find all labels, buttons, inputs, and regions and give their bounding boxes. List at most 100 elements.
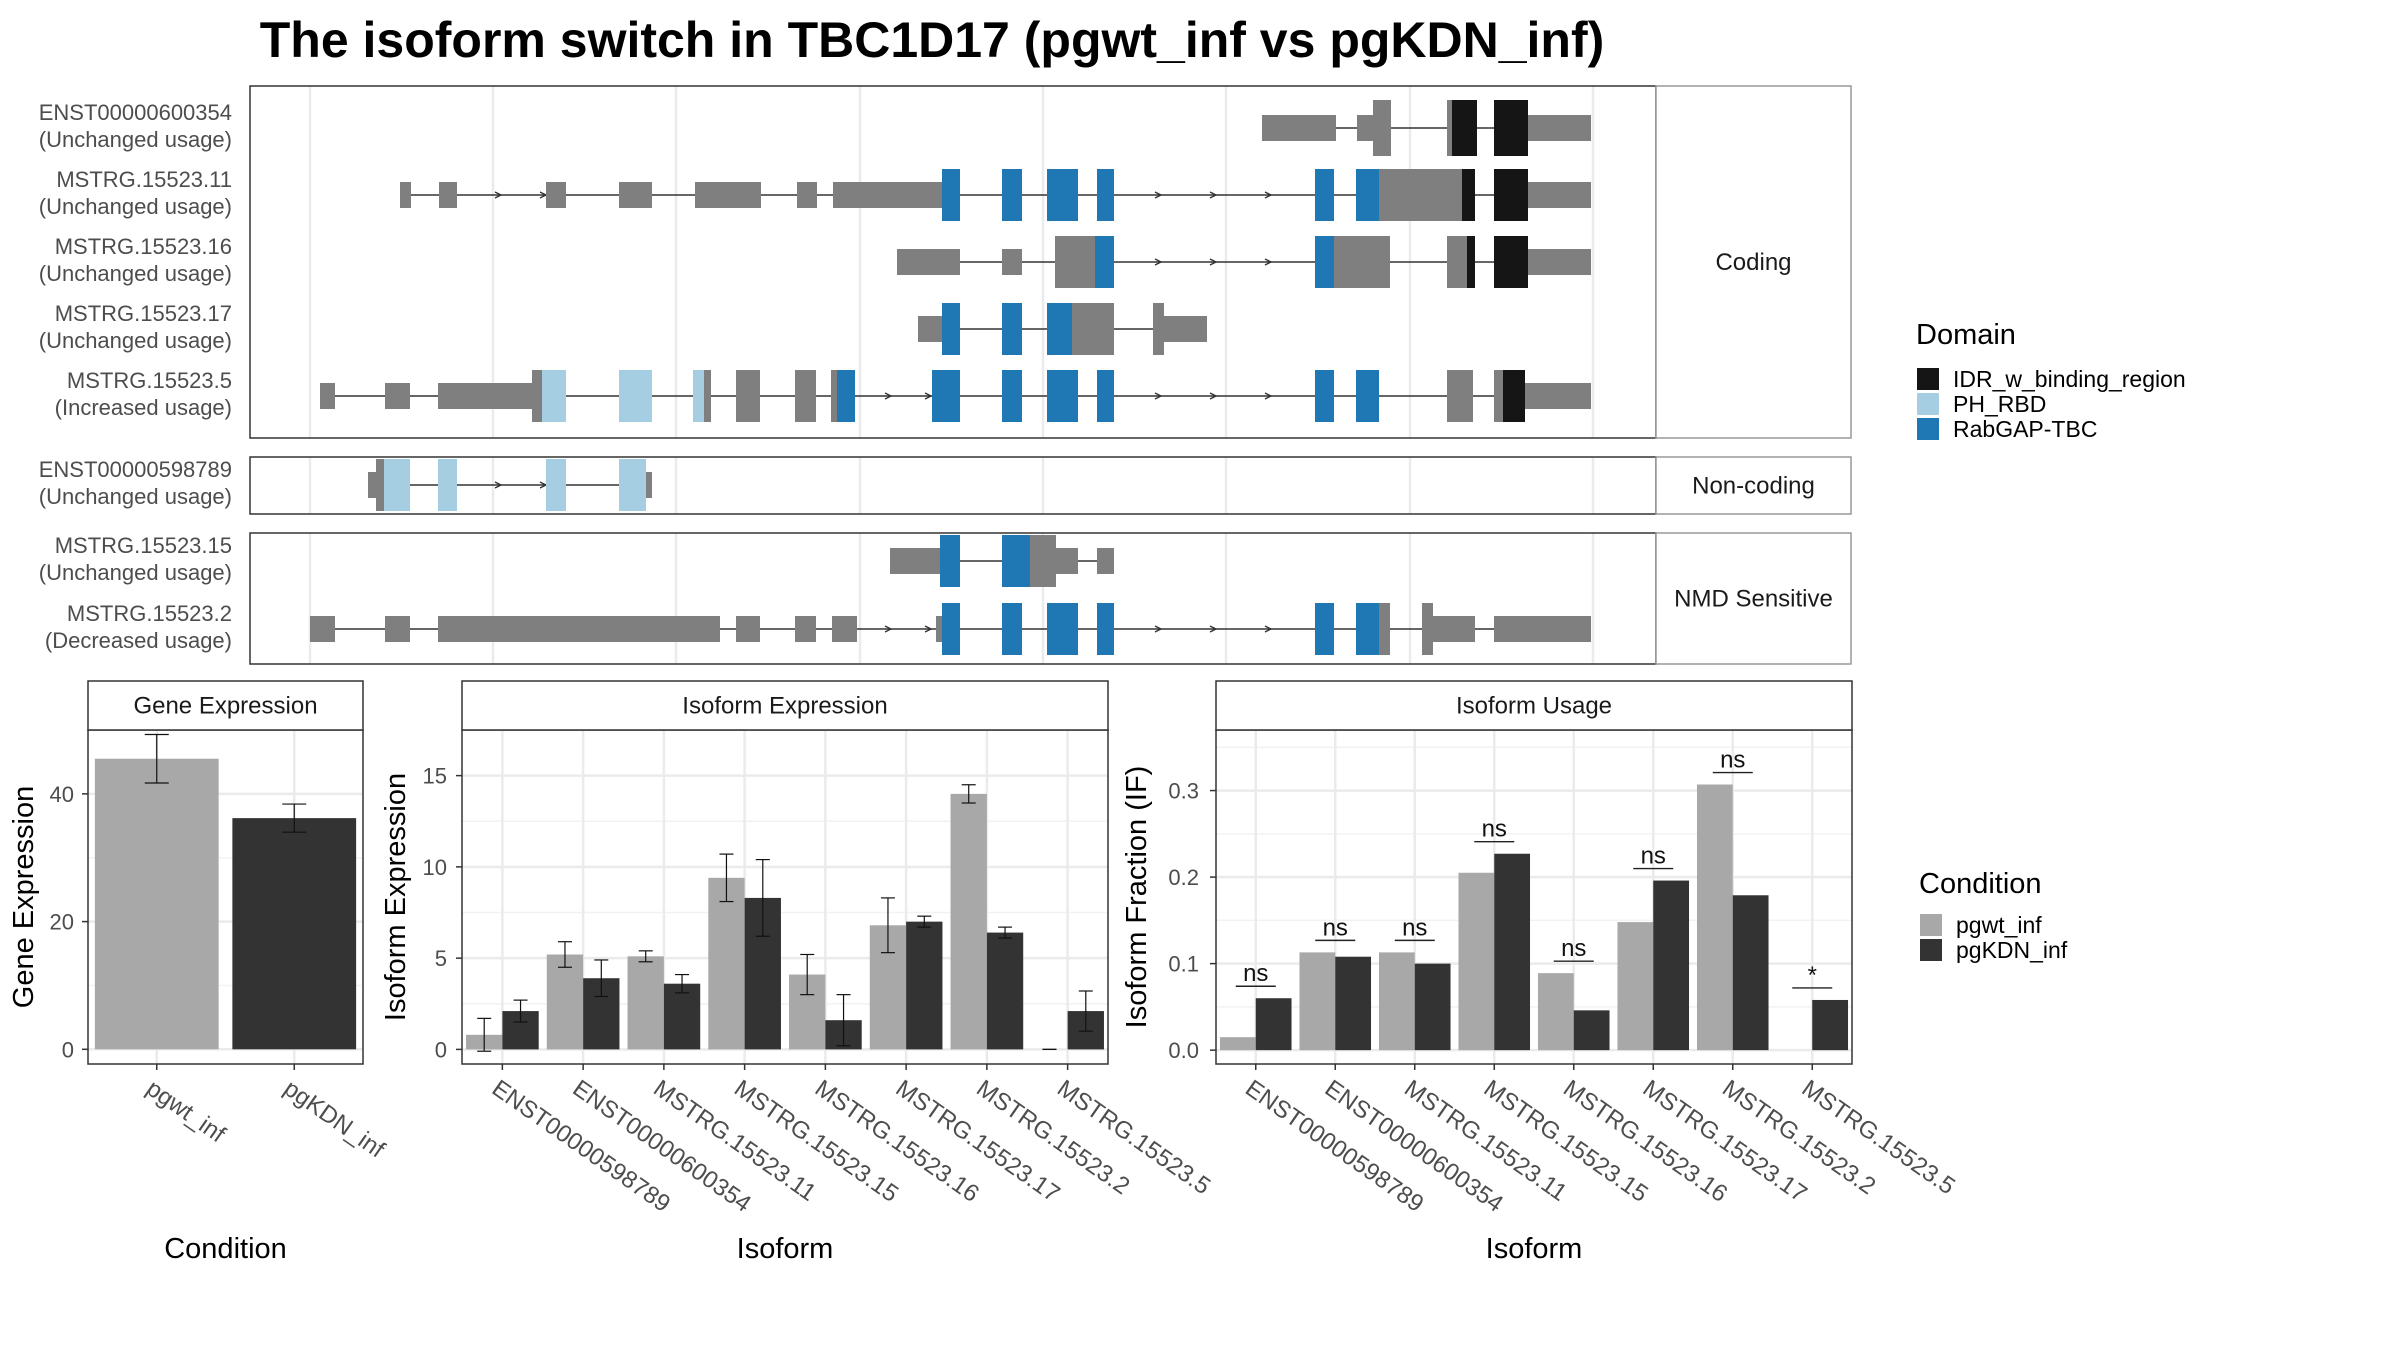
- transcript-name: MSTRG.15523.11: [56, 167, 232, 192]
- exon-block: [1494, 236, 1528, 288]
- exon-block: [831, 370, 837, 422]
- panel-label: Coding: [1715, 249, 1791, 276]
- panel-strip: [1655, 456, 1852, 515]
- strand-arrow: [924, 392, 933, 400]
- strand-arrow: [1209, 191, 1218, 199]
- exon-block: [320, 383, 335, 409]
- exon-block: [890, 548, 940, 574]
- strand-arrow: [1264, 392, 1273, 400]
- exon-block: [1356, 169, 1379, 221]
- exon-block: [438, 616, 720, 642]
- bar: [1458, 872, 1495, 1051]
- exon-block: [1356, 603, 1379, 655]
- exon-block: [736, 370, 760, 422]
- bar: [94, 758, 219, 1050]
- legend-label: PH_RBD: [1953, 391, 2046, 417]
- exon-block: [400, 182, 411, 208]
- exon-block: [546, 182, 566, 208]
- exon-block: [646, 472, 652, 498]
- transcript-usage: (Unchanged usage): [39, 560, 232, 585]
- transcript-name: MSTRG.15523.5: [67, 368, 232, 393]
- y-tick-label: 0: [62, 1037, 74, 1062]
- strand-arrow: [1264, 191, 1273, 199]
- legend-key: [1917, 418, 1939, 440]
- y-tick-label: 40: [50, 782, 74, 807]
- y-tick-label: 15: [423, 764, 447, 789]
- bar: [1617, 922, 1654, 1051]
- exon-block: [1095, 236, 1114, 288]
- significance-label: ns: [1402, 914, 1427, 941]
- bar: [1378, 952, 1415, 1051]
- strand-arrow: [1264, 625, 1273, 633]
- bar: [1696, 784, 1733, 1051]
- strand-arrow: [924, 625, 933, 633]
- transcript-usage: (Unchanged usage): [39, 127, 232, 152]
- exon-block: [1452, 100, 1477, 156]
- legend-key: [1917, 393, 1939, 415]
- transcript-track: [320, 370, 1591, 422]
- transcript-name: ENST00000600354: [39, 100, 232, 125]
- panel-label: NMD Sensitive: [1674, 586, 1833, 613]
- exon-block: [1494, 616, 1591, 642]
- exon-block: [1422, 603, 1433, 655]
- exon-block: [936, 616, 942, 642]
- transcript-name: MSTRG.15523.15: [55, 533, 232, 558]
- exon-block: [546, 459, 566, 511]
- bar: [1537, 973, 1574, 1051]
- significance-label: ns: [1482, 816, 1507, 843]
- facet-strip: [461, 680, 1109, 731]
- legend-label: IDR_w_binding_region: [1953, 366, 2186, 392]
- transcript-usage: (Decreased usage): [45, 628, 232, 653]
- strand-arrow: [494, 481, 503, 489]
- panel-strip: [1655, 532, 1852, 665]
- exon-block: [385, 616, 410, 642]
- exon-block: [693, 370, 704, 422]
- transcript-usage: (Unchanged usage): [39, 484, 232, 509]
- isoform-expression-chart: 051015ENST00000598789ENST00000600354MSTR…: [380, 680, 1215, 1265]
- strand-arrow: [1154, 625, 1163, 633]
- exon-block: [797, 182, 817, 208]
- strand-arrow: [1154, 392, 1163, 400]
- bar: [708, 877, 745, 1050]
- exon-block: [897, 249, 960, 275]
- exon-block: [1055, 236, 1095, 288]
- transcript-usage: (Unchanged usage): [39, 328, 232, 353]
- y-axis-title: Isoform Expression: [380, 773, 412, 1021]
- y-axis-title: Gene Expression: [8, 786, 40, 1008]
- transcript-track: [897, 236, 1591, 288]
- y-tick-label: 0.1: [1168, 952, 1199, 977]
- exon-block: [1002, 249, 1022, 275]
- exon-block: [1153, 303, 1164, 355]
- transcript-usage: (Increased usage): [55, 395, 232, 420]
- x-tick-label: pgKDN_inf: [279, 1075, 390, 1164]
- exon-block: [1315, 169, 1334, 221]
- exon-block: [1047, 370, 1078, 422]
- facet-strip: [87, 680, 364, 731]
- transcript-name: MSTRG.15523.16: [55, 234, 232, 259]
- transcript-name: ENST00000598789: [39, 457, 232, 482]
- exon-block: [1315, 603, 1334, 655]
- exon-block: [1002, 169, 1022, 221]
- bar: [627, 956, 664, 1050]
- bar: [1299, 952, 1336, 1051]
- transcript-track: [368, 459, 652, 511]
- bar: [1255, 998, 1292, 1051]
- strand-arrow: [1209, 625, 1218, 633]
- exon-block: [438, 383, 532, 409]
- exon-block: [1467, 236, 1475, 288]
- bar: [232, 818, 357, 1050]
- strand-arrow: [1209, 392, 1218, 400]
- bar: [546, 954, 584, 1050]
- legend-key: [1920, 914, 1942, 936]
- x-axis-title: Condition: [164, 1233, 287, 1265]
- y-tick-label: 0.2: [1168, 865, 1199, 890]
- y-tick-label: 5: [435, 946, 447, 971]
- exon-block: [1379, 603, 1390, 655]
- transcript-usage: (Unchanged usage): [39, 194, 232, 219]
- exon-block: [1315, 370, 1334, 422]
- bar: [1219, 1037, 1256, 1051]
